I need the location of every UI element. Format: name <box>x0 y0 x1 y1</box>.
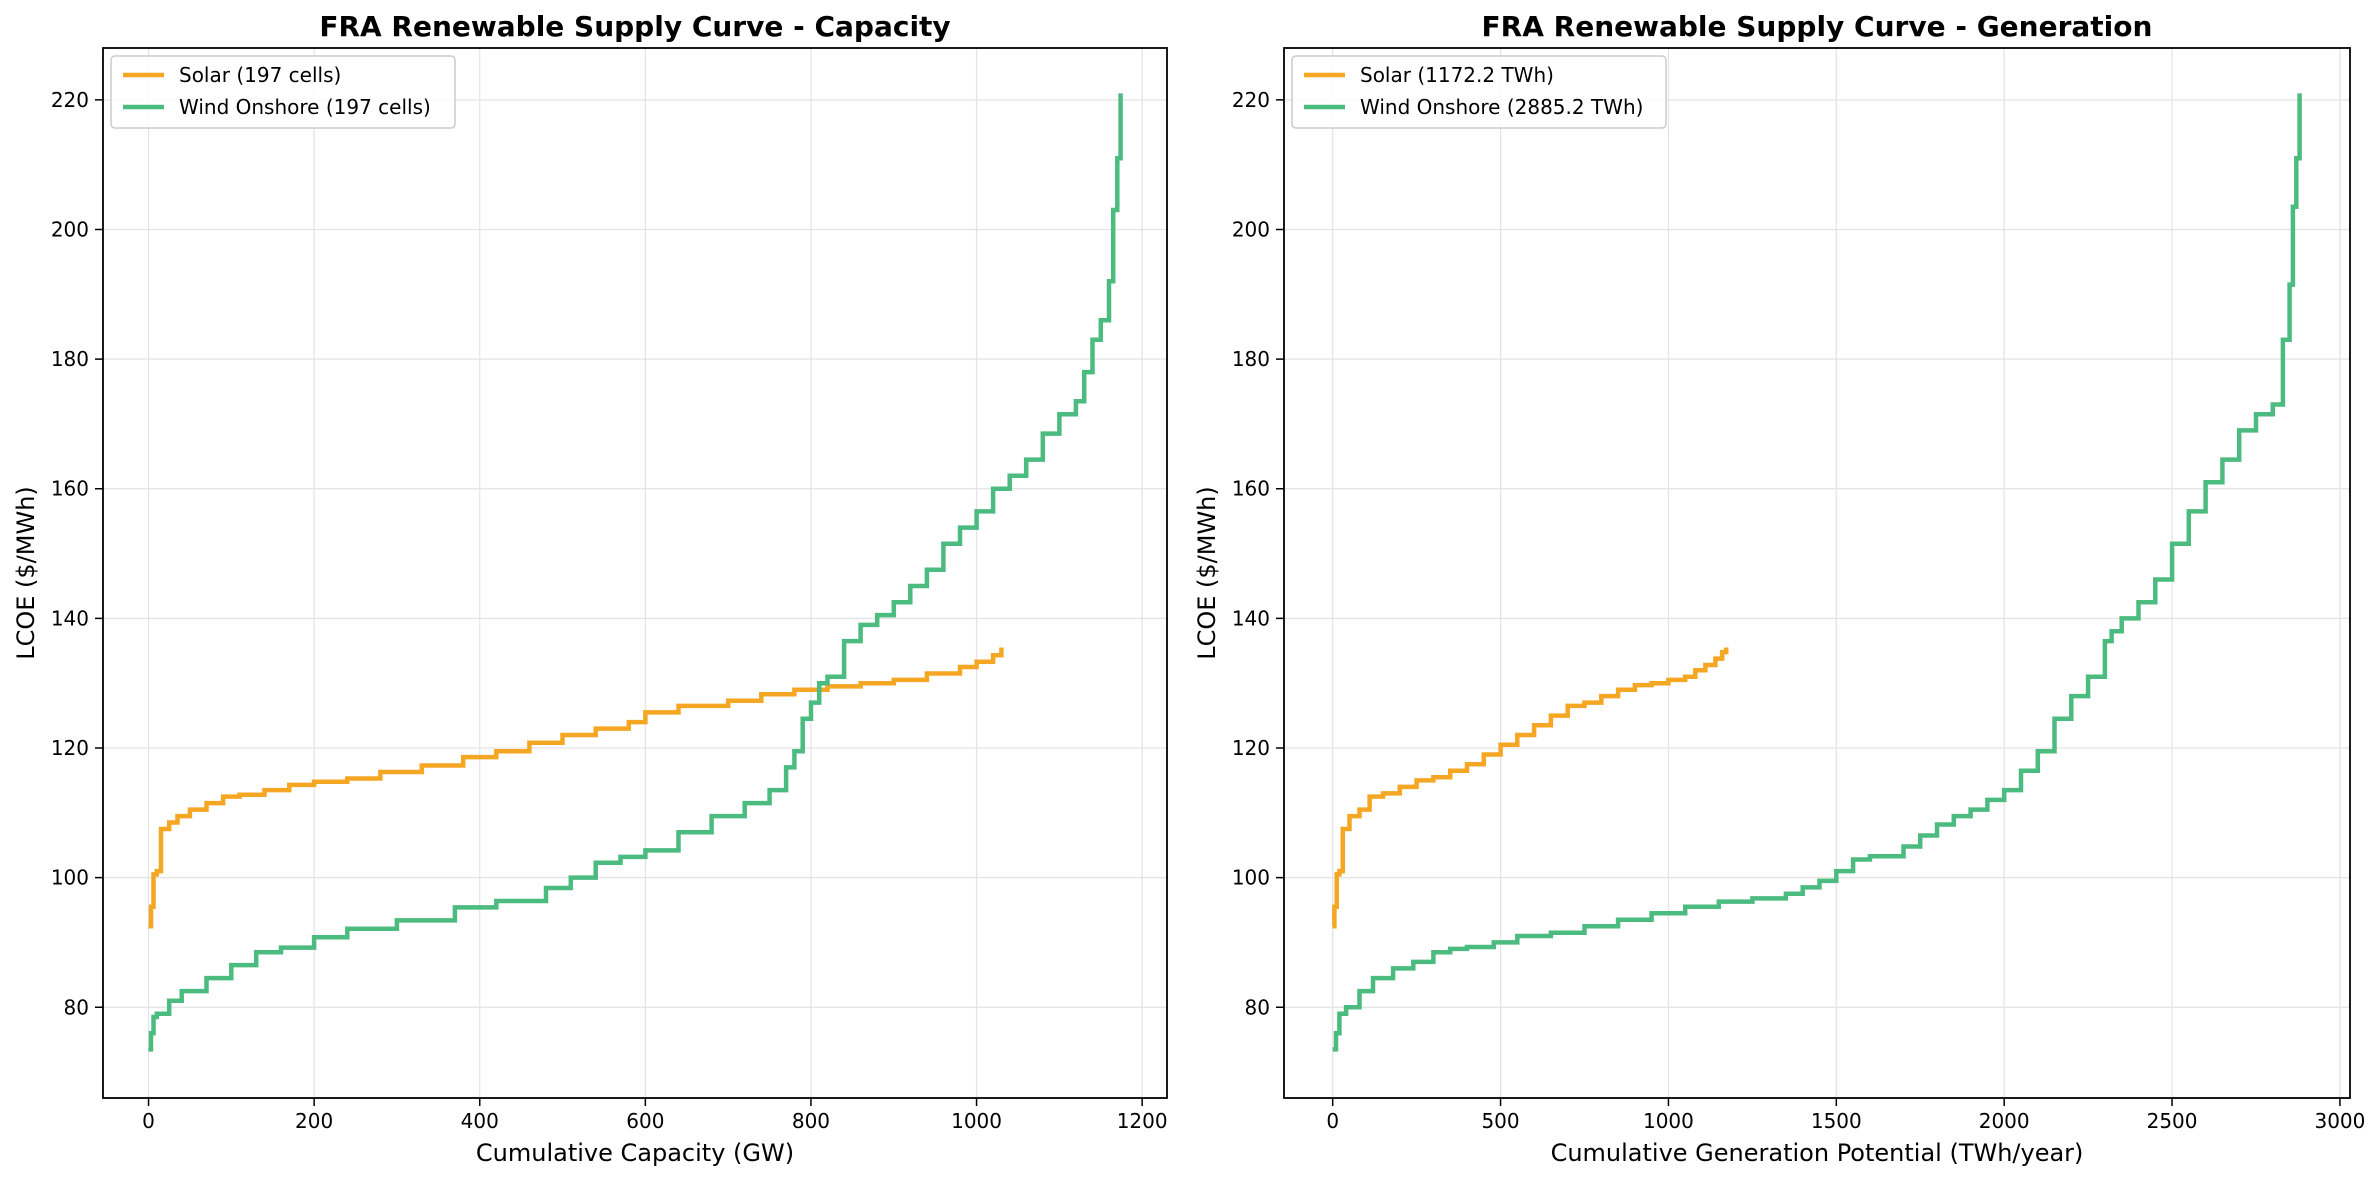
chart-title: FRA Renewable Supply Curve - Capacity <box>319 10 950 43</box>
plot-area <box>102 47 1168 1099</box>
y-tick-label: 180 <box>1232 347 1270 371</box>
x-tick-label: 500 <box>1481 1109 1519 1133</box>
capacity-chart-panel: FRA Renewable Supply Curve - Capacity 0 2… <box>12 10 1168 1167</box>
series-lines <box>148 93 1123 1052</box>
x-tick-label: 0 <box>1326 1109 1339 1133</box>
x-tick-label: 1200 <box>1117 1109 1168 1133</box>
grid <box>1284 48 2350 1098</box>
legend-label-solar: Solar (197 cells) <box>179 63 341 87</box>
series-line-solar <box>148 647 1004 929</box>
x-tick-label: 3000 <box>2314 1109 2365 1133</box>
axis-ticks: 0 500 1000 1500 2000 2500 3000 80 100 120 140 160 18… <box>1232 88 2366 1133</box>
x-tick-label: 200 <box>295 1109 333 1133</box>
y-tick-label: 80 <box>64 995 89 1019</box>
y-axis-label: LCOE ($/MWh) <box>12 486 40 660</box>
legend-box <box>110 55 456 129</box>
x-tick-label: 400 <box>461 1109 499 1133</box>
y-tick-label: 200 <box>1232 217 1270 241</box>
axis-ticks: 0 200 400 600 800 1000 1200 80 100 120 140 160 180 20… <box>51 88 1168 1133</box>
x-tick-label: 1500 <box>1811 1109 1862 1133</box>
y-tick-label: 160 <box>51 477 89 501</box>
y-tick-label: 120 <box>1232 736 1270 760</box>
legend-label-wind-onshore: Wind Onshore (2885.2 TWh) <box>1360 95 1643 119</box>
legend-label-wind-onshore: Wind Onshore (197 cells) <box>179 95 431 119</box>
series-lines <box>1332 93 2302 1052</box>
y-tick-label: 100 <box>51 866 89 890</box>
x-tick-label: 600 <box>626 1109 664 1133</box>
y-tick-label: 100 <box>1232 866 1270 890</box>
y-tick-label: 220 <box>1232 88 1270 112</box>
x-tick-label: 1000 <box>951 1109 1002 1133</box>
y-tick-label: 200 <box>51 217 89 241</box>
y-tick-label: 160 <box>1232 477 1270 501</box>
grid <box>103 48 1167 1098</box>
series-line-solar <box>1332 647 1729 929</box>
y-tick-label: 120 <box>51 736 89 760</box>
legend: Solar (197 cells) Wind Onshore (197 cell… <box>110 55 456 129</box>
series-line-wind-onshore <box>148 93 1123 1052</box>
y-axis-label: LCOE ($/MWh) <box>1193 486 1221 660</box>
chart-title: FRA Renewable Supply Curve - Generation <box>1482 10 2153 43</box>
y-tick-label: 140 <box>51 606 89 630</box>
legend: Solar (1172.2 TWh) Wind Onshore (2885.2 … <box>1291 55 1667 129</box>
x-axis-label: Cumulative Generation Potential (TWh/yea… <box>1551 1139 2084 1167</box>
x-tick-label: 800 <box>792 1109 830 1133</box>
x-tick-label: 2500 <box>2147 1109 2198 1133</box>
x-tick-label: 0 <box>142 1109 155 1133</box>
generation-chart-panel: FRA Renewable Supply Curve - Generation … <box>1193 10 2365 1167</box>
plot-area <box>1283 47 2351 1099</box>
y-tick-label: 140 <box>1232 606 1270 630</box>
x-axis-label: Cumulative Capacity (GW) <box>476 1139 794 1167</box>
x-tick-label: 2000 <box>1979 1109 2030 1133</box>
y-tick-label: 220 <box>51 88 89 112</box>
y-tick-label: 80 <box>1245 995 1270 1019</box>
legend-label-solar: Solar (1172.2 TWh) <box>1360 63 1554 87</box>
series-line-wind-onshore <box>1332 93 2302 1052</box>
x-tick-label: 1000 <box>1643 1109 1694 1133</box>
y-tick-label: 180 <box>51 347 89 371</box>
legend-box <box>1291 55 1667 129</box>
